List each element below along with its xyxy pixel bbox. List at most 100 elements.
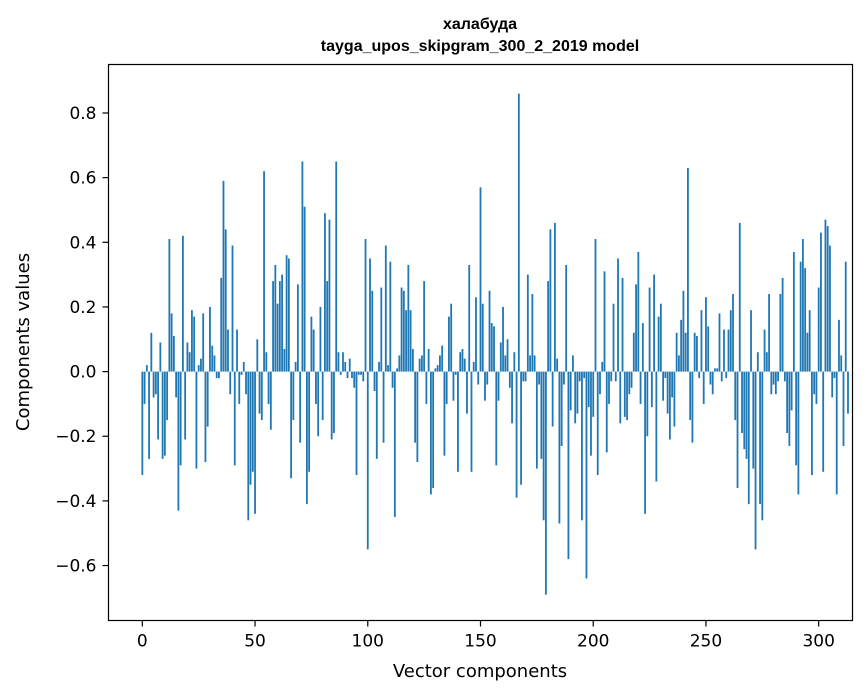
bar-9: [161, 371, 164, 459]
bar-94: [353, 371, 356, 388]
bar-119: [409, 310, 412, 372]
bar-312: [844, 261, 847, 372]
bar-157: [495, 371, 498, 466]
bar-68: [294, 361, 297, 372]
bar-31: [211, 345, 214, 372]
bar-245: [693, 332, 696, 372]
bar-39: [229, 371, 232, 395]
bar-93: [351, 371, 353, 379]
bar-183: [554, 222, 556, 372]
bar-178: [542, 371, 545, 521]
bar-174: [533, 355, 536, 372]
bar-83: [328, 219, 331, 372]
bar-262: [732, 294, 734, 372]
bar-65: [287, 258, 290, 372]
bar-21: [188, 352, 191, 372]
bar-251: [707, 326, 710, 372]
bar-304: [826, 226, 829, 372]
bar-199: [590, 371, 592, 456]
bar-63: [283, 348, 286, 372]
y-axis-label: Components values: [13, 253, 34, 431]
bar-229: [657, 316, 660, 372]
bar-28: [204, 371, 207, 463]
bar-49: [251, 371, 254, 472]
bar-182: [551, 371, 554, 427]
bar-146: [470, 371, 473, 472]
bar-18: [182, 235, 184, 372]
x-ticks: 0 50 100 150 200 250 300: [137, 620, 835, 652]
bar-11: [166, 371, 169, 421]
bar-217: [630, 371, 633, 388]
bar-269: [747, 371, 750, 505]
bar-35: [220, 277, 223, 372]
bar-3: [148, 371, 150, 459]
bar-19: [184, 371, 187, 440]
bar-66: [290, 371, 293, 479]
bar-13: [170, 313, 173, 372]
bar-180: [547, 281, 550, 372]
bar-203: [599, 371, 601, 395]
bar-198: [587, 371, 590, 408]
bar-114: [398, 355, 401, 372]
bar-22: [191, 310, 193, 372]
bar-99: [364, 239, 367, 372]
bar-115: [400, 287, 403, 372]
bar-78: [317, 371, 320, 437]
bar-275: [761, 371, 764, 521]
bar-259: [725, 371, 728, 379]
bar-158: [497, 371, 500, 401]
bar-14: [172, 336, 175, 372]
bar-218: [632, 332, 635, 372]
plot-frame: [107, 63, 854, 622]
bar-248: [700, 310, 703, 372]
y-tick-label: 0.8: [69, 104, 96, 124]
bar-206: [605, 371, 608, 453]
bar-162: [506, 339, 509, 372]
bar-274: [759, 371, 761, 505]
bar-32: [213, 355, 216, 372]
bar-286: [786, 371, 789, 434]
bar-91: [346, 371, 349, 379]
bar-172: [529, 355, 531, 372]
bar-215: [626, 371, 628, 421]
bar-121: [414, 371, 417, 443]
bar-97: [360, 371, 362, 375]
bar-134: [443, 371, 446, 456]
bar-231: [662, 371, 665, 401]
bar-224: [646, 371, 649, 437]
bar-272: [754, 371, 757, 550]
bar-161: [504, 355, 507, 372]
bar-85: [333, 371, 335, 434]
x-tick-label: 200: [577, 632, 609, 652]
bar-45: [242, 361, 245, 372]
bar-301: [820, 232, 822, 372]
x-tick-label: 300: [802, 632, 834, 652]
bar-190: [569, 371, 572, 411]
bar-261: [729, 310, 732, 372]
bar-112: [393, 371, 396, 518]
bar-273: [756, 352, 759, 372]
bar-176: [538, 371, 541, 385]
bar-189: [567, 371, 570, 560]
bar-29: [206, 371, 209, 427]
bar-160: [502, 306, 504, 372]
bar-105: [378, 361, 380, 372]
bar-305: [829, 245, 831, 372]
bar-62: [281, 274, 283, 372]
bar-271: [752, 371, 755, 469]
bar-260: [727, 329, 730, 372]
bar-52: [258, 371, 261, 414]
bar-58: [272, 281, 274, 372]
bar-89: [342, 352, 344, 372]
bar-144: [466, 371, 468, 414]
bar-243: [689, 371, 692, 421]
bar-122: [416, 371, 419, 463]
bar-51: [256, 339, 259, 372]
bar-5: [152, 371, 155, 398]
bar-72: [303, 206, 306, 372]
y-tick-label: 0.6: [69, 169, 96, 189]
bar-285: [783, 371, 786, 382]
bar-232: [664, 371, 667, 379]
bar-30: [209, 306, 211, 372]
